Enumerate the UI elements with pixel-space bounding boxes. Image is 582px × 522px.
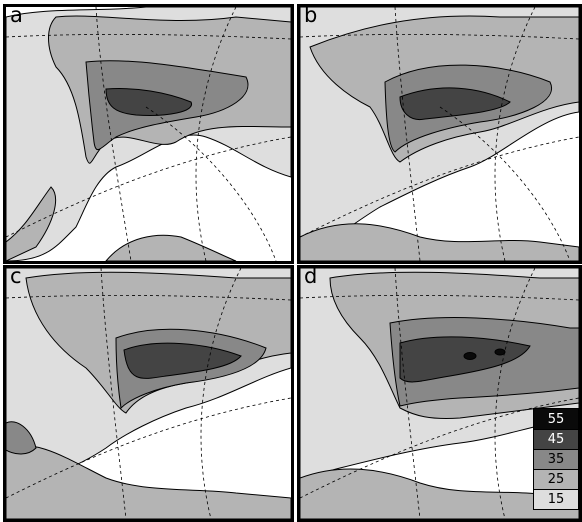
latitude-line-b	[300, 33, 579, 40]
map-panel-c: c	[3, 265, 294, 522]
polar-arc-b	[439, 106, 571, 261]
contour-45-b	[399, 87, 511, 121]
latitude-line-d	[300, 294, 579, 301]
legend-entry-45: 45	[534, 429, 578, 449]
parallel-arc-a	[6, 136, 291, 238]
map-field-b	[300, 7, 579, 261]
latitude-line-c	[6, 294, 291, 301]
region-left-c	[6, 421, 37, 455]
map-panel-a: a	[3, 4, 294, 264]
polar-arc-a	[145, 106, 277, 261]
meridian-line-b-1	[394, 7, 421, 261]
panel-label-c: c	[10, 265, 22, 288]
color-scale-legend: 55 45 35 25 15	[533, 408, 579, 510]
meridian-line-c-1	[100, 268, 127, 519]
meridian-line-d-1	[394, 268, 421, 519]
legend-value-25: 25	[547, 472, 565, 487]
panel-label-b: b	[304, 4, 318, 27]
region-bottom-a	[105, 234, 237, 261]
legend-value-15: 15	[547, 492, 565, 507]
parallel-arc-d	[300, 397, 579, 499]
legend-entry-35: 35	[534, 449, 578, 469]
map-field-d	[300, 268, 579, 519]
legend-entry-55: 55	[534, 409, 578, 429]
panel-label-d: d	[304, 265, 318, 288]
map-panel-b: b	[297, 4, 582, 264]
parallel-arc-b	[300, 136, 579, 238]
meridian-line-a-1	[95, 7, 132, 261]
legend-entry-25: 25	[534, 469, 578, 489]
contour-45-c	[123, 342, 242, 379]
legend-value-35: 35	[547, 452, 565, 467]
latitude-line-a	[6, 33, 291, 40]
contour-45-a	[105, 88, 192, 116]
region-bottom-b	[300, 223, 579, 261]
legend-value-45: 45	[547, 432, 565, 447]
map-field-a	[6, 7, 291, 261]
map-panel-d: d	[297, 265, 582, 522]
parallel-arc-c	[6, 397, 291, 499]
map-field-c	[6, 268, 291, 519]
region-left-a	[6, 186, 57, 261]
contour-55-d-1	[463, 352, 477, 360]
contour-55-d-2	[494, 348, 506, 356]
legend-entry-15: 15	[534, 489, 578, 509]
region-bottom-c	[6, 444, 291, 519]
contour-45-d	[399, 336, 531, 383]
legend-value-55: 55	[547, 411, 565, 427]
panel-label-a: a	[10, 4, 23, 27]
